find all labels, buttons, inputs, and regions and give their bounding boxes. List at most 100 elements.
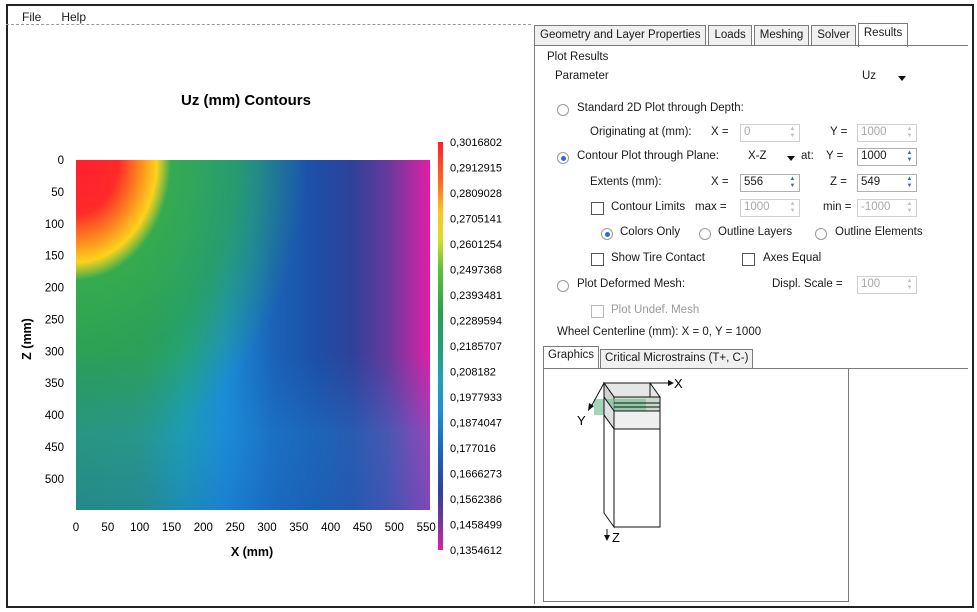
menu-help[interactable]: Help <box>61 10 87 24</box>
contour-limits-checkbox[interactable] <box>591 202 604 215</box>
x-tick-label: 0 <box>73 522 79 534</box>
results-panel: Plot Results Parameter Uz Standard 2D Pl… <box>534 45 968 604</box>
outline-layers-label: Outline Layers <box>718 226 793 238</box>
colorbar-label: 0,2185707 <box>450 341 502 353</box>
limit-min-stepper[interactable]: -1000 ▲ ▼ <box>857 199 917 217</box>
x-tick-label: 200 <box>194 522 213 534</box>
x-tick-label: 300 <box>257 522 276 534</box>
ext-x-label: X = <box>711 176 729 188</box>
ext-x-stepper[interactable]: 556 ▲ ▼ <box>740 174 800 192</box>
x-tick-label: 550 <box>417 522 436 534</box>
colorbar-label: 0,1874047 <box>450 418 502 430</box>
tab-meshing[interactable]: Meshing <box>753 25 810 46</box>
menu-bar: File Help <box>8 6 972 28</box>
colorbar-label: 0,1458499 <box>450 520 502 532</box>
stepper-arrows-icon[interactable]: ▲ ▼ <box>906 278 913 291</box>
orig-x-label: X = <box>711 126 729 138</box>
radio-outline-elements[interactable] <box>815 228 827 240</box>
colorbar-label: 0,177016 <box>450 443 496 455</box>
tab-loads[interactable]: Loads <box>708 25 752 46</box>
z-axis-ticks: 0 50 100 150 200 250 300 350 400 450 500 <box>45 155 64 486</box>
stepper-arrows-icon[interactable]: ▲ ▼ <box>906 176 913 189</box>
colorbar-label: 0,3016802 <box>450 137 502 149</box>
radio-outline-layers[interactable] <box>699 228 711 240</box>
ext-z-stepper[interactable]: 549 ▲ ▼ <box>857 174 917 192</box>
menu-file[interactable]: File <box>22 10 42 24</box>
tab-solver[interactable]: Solver <box>811 25 856 46</box>
pavement-block-graphic: X Y Z <box>577 376 683 545</box>
contour-plot-label: Contour Plot through Plane: <box>577 150 719 162</box>
extents-label: Extents (mm): <box>590 176 662 188</box>
z-tick-label: 300 <box>45 346 64 358</box>
x-tick-label: 100 <box>130 522 149 534</box>
colorbar-label: 0,1666273 <box>450 469 502 481</box>
chart-title: Uz (mm) Contours <box>181 92 311 109</box>
colorbar-label: 0,208182 <box>450 367 496 379</box>
plot-deformed-label: Plot Deformed Mesh: <box>577 278 686 290</box>
displ-scale-label: Displ. Scale = <box>772 278 843 290</box>
tab-graphics[interactable]: Graphics <box>543 346 600 368</box>
tab-critical-microstrains[interactable]: Critical Microstrains (T+, C-) <box>600 349 754 368</box>
z-tick-label: 350 <box>45 378 64 390</box>
stepper-arrows-icon[interactable]: ▲ ▼ <box>906 201 913 214</box>
stepper-arrows-icon[interactable]: ▲ ▼ <box>789 176 796 189</box>
tab-geometry[interactable]: Geometry and Layer Properties <box>534 25 707 46</box>
orig-y-stepper[interactable]: 1000 ▲ ▼ <box>857 124 917 142</box>
graphic-z-axis: Z <box>612 530 620 545</box>
colorbar-label: 0,1977933 <box>450 392 502 404</box>
wheel-centerline-text: Wheel Centerline (mm): X = 0, Y = 1000 <box>557 326 762 338</box>
contour-plot: Uz (mm) Contours 0 50 100 150 200 250 300 350 40… <box>20 92 502 559</box>
x-tick-label: 400 <box>321 522 340 534</box>
stepper-arrows-icon[interactable]: ▲ ▼ <box>789 201 796 214</box>
graphic-x-axis: X <box>674 376 683 391</box>
chevron-down-icon[interactable] <box>787 156 795 161</box>
outline-elements-label: Outline Elements <box>835 226 923 238</box>
tab-results[interactable]: Results <box>857 23 909 47</box>
radio-standard-2d[interactable] <box>557 104 569 116</box>
orig-y-label: Y = <box>830 126 848 138</box>
standard-2d-label: Standard 2D Plot through Depth: <box>577 102 744 114</box>
radio-plot-deformed[interactable] <box>557 280 569 292</box>
z-tick-label: 0 <box>58 155 64 167</box>
colors-only-label: Colors Only <box>620 226 681 238</box>
graphics-tabstrip: Graphics Critical Microstrains (T+, C-) <box>543 346 754 368</box>
limit-max-stepper[interactable]: 1000 ▲ ▼ <box>740 199 800 217</box>
originating-label: Originating at (mm): <box>590 126 692 138</box>
radio-contour-plot[interactable] <box>557 152 569 164</box>
max-label: max = <box>695 201 727 213</box>
plot-undef-mesh-checkbox[interactable] <box>591 305 604 318</box>
graphic-y-axis: Y <box>577 413 586 428</box>
at-y-stepper[interactable]: 1000 ▲ ▼ <box>857 148 917 166</box>
colorbar-label: 0,2705141 <box>450 214 502 226</box>
x-axis-ticks: 0 50 100 150 200 250 300 350 400 450 500 550 <box>73 522 436 534</box>
x-axis-label: X (mm) <box>231 545 273 559</box>
orig-x-stepper[interactable]: 0 ▲ ▼ <box>740 124 800 142</box>
plot-undef-mesh-label: Plot Undef. Mesh <box>611 304 700 316</box>
displ-scale-stepper[interactable]: 100 ▲ ▼ <box>857 276 917 294</box>
stepper-arrows-icon[interactable]: ▲ ▼ <box>789 126 796 139</box>
colorbar-labels: 0,3016802 0,2912915 0,2809028 0,2705141 0,26… <box>450 137 502 557</box>
stepper-arrows-icon[interactable]: ▲ ▼ <box>906 150 913 163</box>
at-label: at: <box>801 150 814 162</box>
at-y-label: Y = <box>826 150 844 162</box>
z-tick-label: 500 <box>45 474 64 486</box>
colorbar-label: 0,2912915 <box>450 163 502 175</box>
show-tire-contact-label: Show Tire Contact <box>611 252 705 264</box>
chevron-down-icon[interactable] <box>898 76 906 81</box>
colorbar-label: 0,1562386 <box>450 494 502 506</box>
stepper-arrows-icon[interactable]: ▲ ▼ <box>906 126 913 139</box>
min-label: min = <box>823 201 852 213</box>
z-tick-label: 50 <box>51 187 64 199</box>
show-tire-contact-checkbox[interactable] <box>591 253 604 266</box>
colorbar-label: 0,2497368 <box>450 265 502 277</box>
parameter-select[interactable]: Uz <box>862 70 877 82</box>
z-tick-label: 150 <box>45 251 64 263</box>
z-tick-label: 200 <box>45 283 64 295</box>
radio-colors-only[interactable] <box>601 228 613 240</box>
heatmap-field <box>76 160 430 510</box>
axes-equal-checkbox[interactable] <box>742 253 755 266</box>
plot-results-heading: Plot Results <box>547 51 609 63</box>
axes-equal-label: Axes Equal <box>763 252 822 264</box>
plane-select[interactable]: X-Z <box>748 150 767 162</box>
colorbar-label: 0,2393481 <box>450 290 502 302</box>
